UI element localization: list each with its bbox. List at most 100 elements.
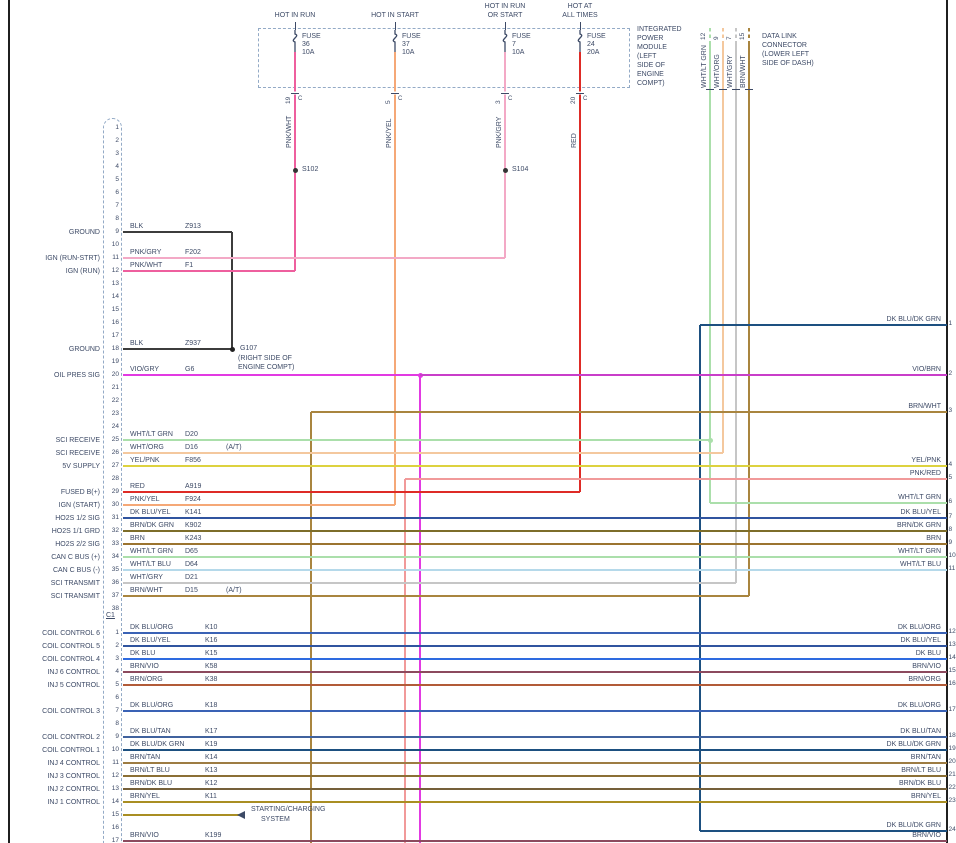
pin-number: 9 <box>115 732 119 740</box>
hot-feed-label: OR START <box>487 12 523 19</box>
pin-number: 8 <box>115 214 119 222</box>
connector-mark-label: C <box>583 96 588 102</box>
page-border-right <box>946 0 948 843</box>
feed-stub <box>394 22 396 30</box>
pcm-connector-box <box>103 118 122 843</box>
pin-number: 17 <box>111 331 119 339</box>
circuit-code-label: K58 <box>205 663 218 670</box>
feed-stub <box>504 22 506 30</box>
pin-number: 11 <box>112 253 119 261</box>
ipm-label-line: ENGINE <box>637 71 664 78</box>
pin-number: 32 <box>111 526 119 534</box>
feed-pin-number: 5 <box>385 100 392 104</box>
circuit-function-label: COIL CONTROL 6 <box>42 629 100 637</box>
circuit-function-label: COIL CONTROL 2 <box>42 733 100 741</box>
dlc-wire <box>709 42 711 503</box>
pin-wire <box>123 658 947 660</box>
circuit-function-label: GROUND <box>68 228 100 236</box>
circuit-function-label: INJ 2 CONTROL <box>47 785 100 793</box>
ipm-label-line: POWER <box>637 35 664 42</box>
pin-number: 14 <box>111 292 119 300</box>
continuation-number: 22 <box>948 784 956 791</box>
wire-color-label: WHT/LT BLU <box>130 561 171 568</box>
fuse-number-label: 37 <box>402 41 410 48</box>
circuit-code-label: K18 <box>205 702 218 709</box>
wire-color-label: BRN/YEL <box>130 793 160 800</box>
wire-color-label: DK BLU/DK GRN <box>130 741 185 748</box>
continuation-number: 5 <box>948 474 953 481</box>
dlc-wire-dashes <box>722 28 724 42</box>
circuit-code-label: K19 <box>205 741 218 748</box>
wire-color-label: VIO/GRY <box>130 366 160 373</box>
continuation-number: 10 <box>948 552 956 559</box>
wire-color-label: WHT/ORG <box>130 444 164 451</box>
pin-number: 11 <box>112 758 119 766</box>
ipm-label-line: INTEGRATED <box>637 26 682 33</box>
fuse-symbol-icon <box>392 30 398 52</box>
pin-number: 5 <box>115 680 119 688</box>
wire-color-label-right: DK BLU/ORG <box>897 702 941 709</box>
pin-number: 13 <box>111 279 119 287</box>
dlc-wire <box>748 42 750 596</box>
pin-number: 14 <box>111 797 119 805</box>
connector-mark-label: C <box>398 96 403 102</box>
pin-wire <box>123 736 947 738</box>
continuation-number: 13 <box>948 641 956 648</box>
fuse-symbol-icon <box>577 30 583 52</box>
wire-color-label: BRN/DK GRN <box>130 522 174 529</box>
wire-note-label: (A/T) <box>226 444 242 451</box>
fuse-feed-wire <box>294 98 296 271</box>
dlc-label-line: (LOWER LEFT <box>762 51 810 58</box>
continuation-number: 14 <box>948 654 956 661</box>
dlc-pin-number: 15 <box>739 32 746 40</box>
pin-number: 6 <box>115 693 119 701</box>
wire-color-label-right: DK BLU/DK GRN <box>886 741 941 748</box>
wire-color-label-right: DK BLU/TAN <box>900 728 941 735</box>
connector-tick <box>291 93 299 94</box>
continuation-number: 2 <box>948 370 953 377</box>
splice-dot <box>292 167 298 173</box>
continuation-number: 12 <box>948 628 956 635</box>
wire-color-label-right: DK BLU/DK GRN <box>886 822 941 829</box>
circuit-code-label: K10 <box>205 624 218 631</box>
fuse-number-label: 7 <box>512 41 516 48</box>
wire-color-label-right: WHT/LT GRN <box>898 548 941 555</box>
circuit-function-label: SCI TRANSMIT <box>50 592 100 600</box>
fuse-wire-inside-box <box>394 52 396 88</box>
pin-number: 24 <box>111 422 119 430</box>
pin-wire <box>123 645 947 647</box>
connector-tick <box>501 93 509 94</box>
wire-color-label-right: DK BLU/DK GRN <box>886 316 941 323</box>
pin-number: 31 <box>111 513 119 521</box>
feed-wire-color-label: PNK/WHT <box>286 115 293 148</box>
circuit-function-label: IGN (START) <box>58 501 100 509</box>
wire-color-label-right: BRN/TAN <box>910 754 941 761</box>
starting-charging-label: SYSTEM <box>261 816 290 823</box>
fuse-amps-label: 10A <box>512 49 525 56</box>
continuation-wire <box>420 374 947 376</box>
pin-wire <box>123 270 295 272</box>
continuation-number: 1 <box>948 320 953 327</box>
pin-number: 38 <box>111 604 119 612</box>
fuse-wire-inside-box <box>294 52 296 88</box>
fuse-symbol-icon <box>502 30 508 52</box>
circuit-code-label: F1 <box>185 262 194 269</box>
wire-color-label-right: WHT/LT BLU <box>900 561 941 568</box>
circuit-code-label: Z937 <box>185 340 201 347</box>
connector-tick <box>719 89 727 90</box>
wire-color-label: WHT/GRY <box>130 574 163 581</box>
circuit-function-label: SCI RECEIVE <box>55 436 100 444</box>
wire-color-label: BRN/ORG <box>130 676 163 683</box>
dlc-wire-dashes <box>735 28 737 42</box>
fuse-number-label: 24 <box>587 41 595 48</box>
starting-charging-label: STARTING/CHARGING <box>251 806 326 813</box>
pin-number: 4 <box>115 162 119 170</box>
pin-wire <box>123 491 580 493</box>
pin-wire <box>123 632 947 634</box>
pin-wire <box>123 530 947 532</box>
hot-feed-label: ALL TIMES <box>562 12 598 19</box>
pin-number: 33 <box>111 539 119 547</box>
fuse-wire-inside-box <box>504 52 506 88</box>
pin-number: 21 <box>111 383 119 391</box>
fuse-feed-wire <box>504 98 506 258</box>
